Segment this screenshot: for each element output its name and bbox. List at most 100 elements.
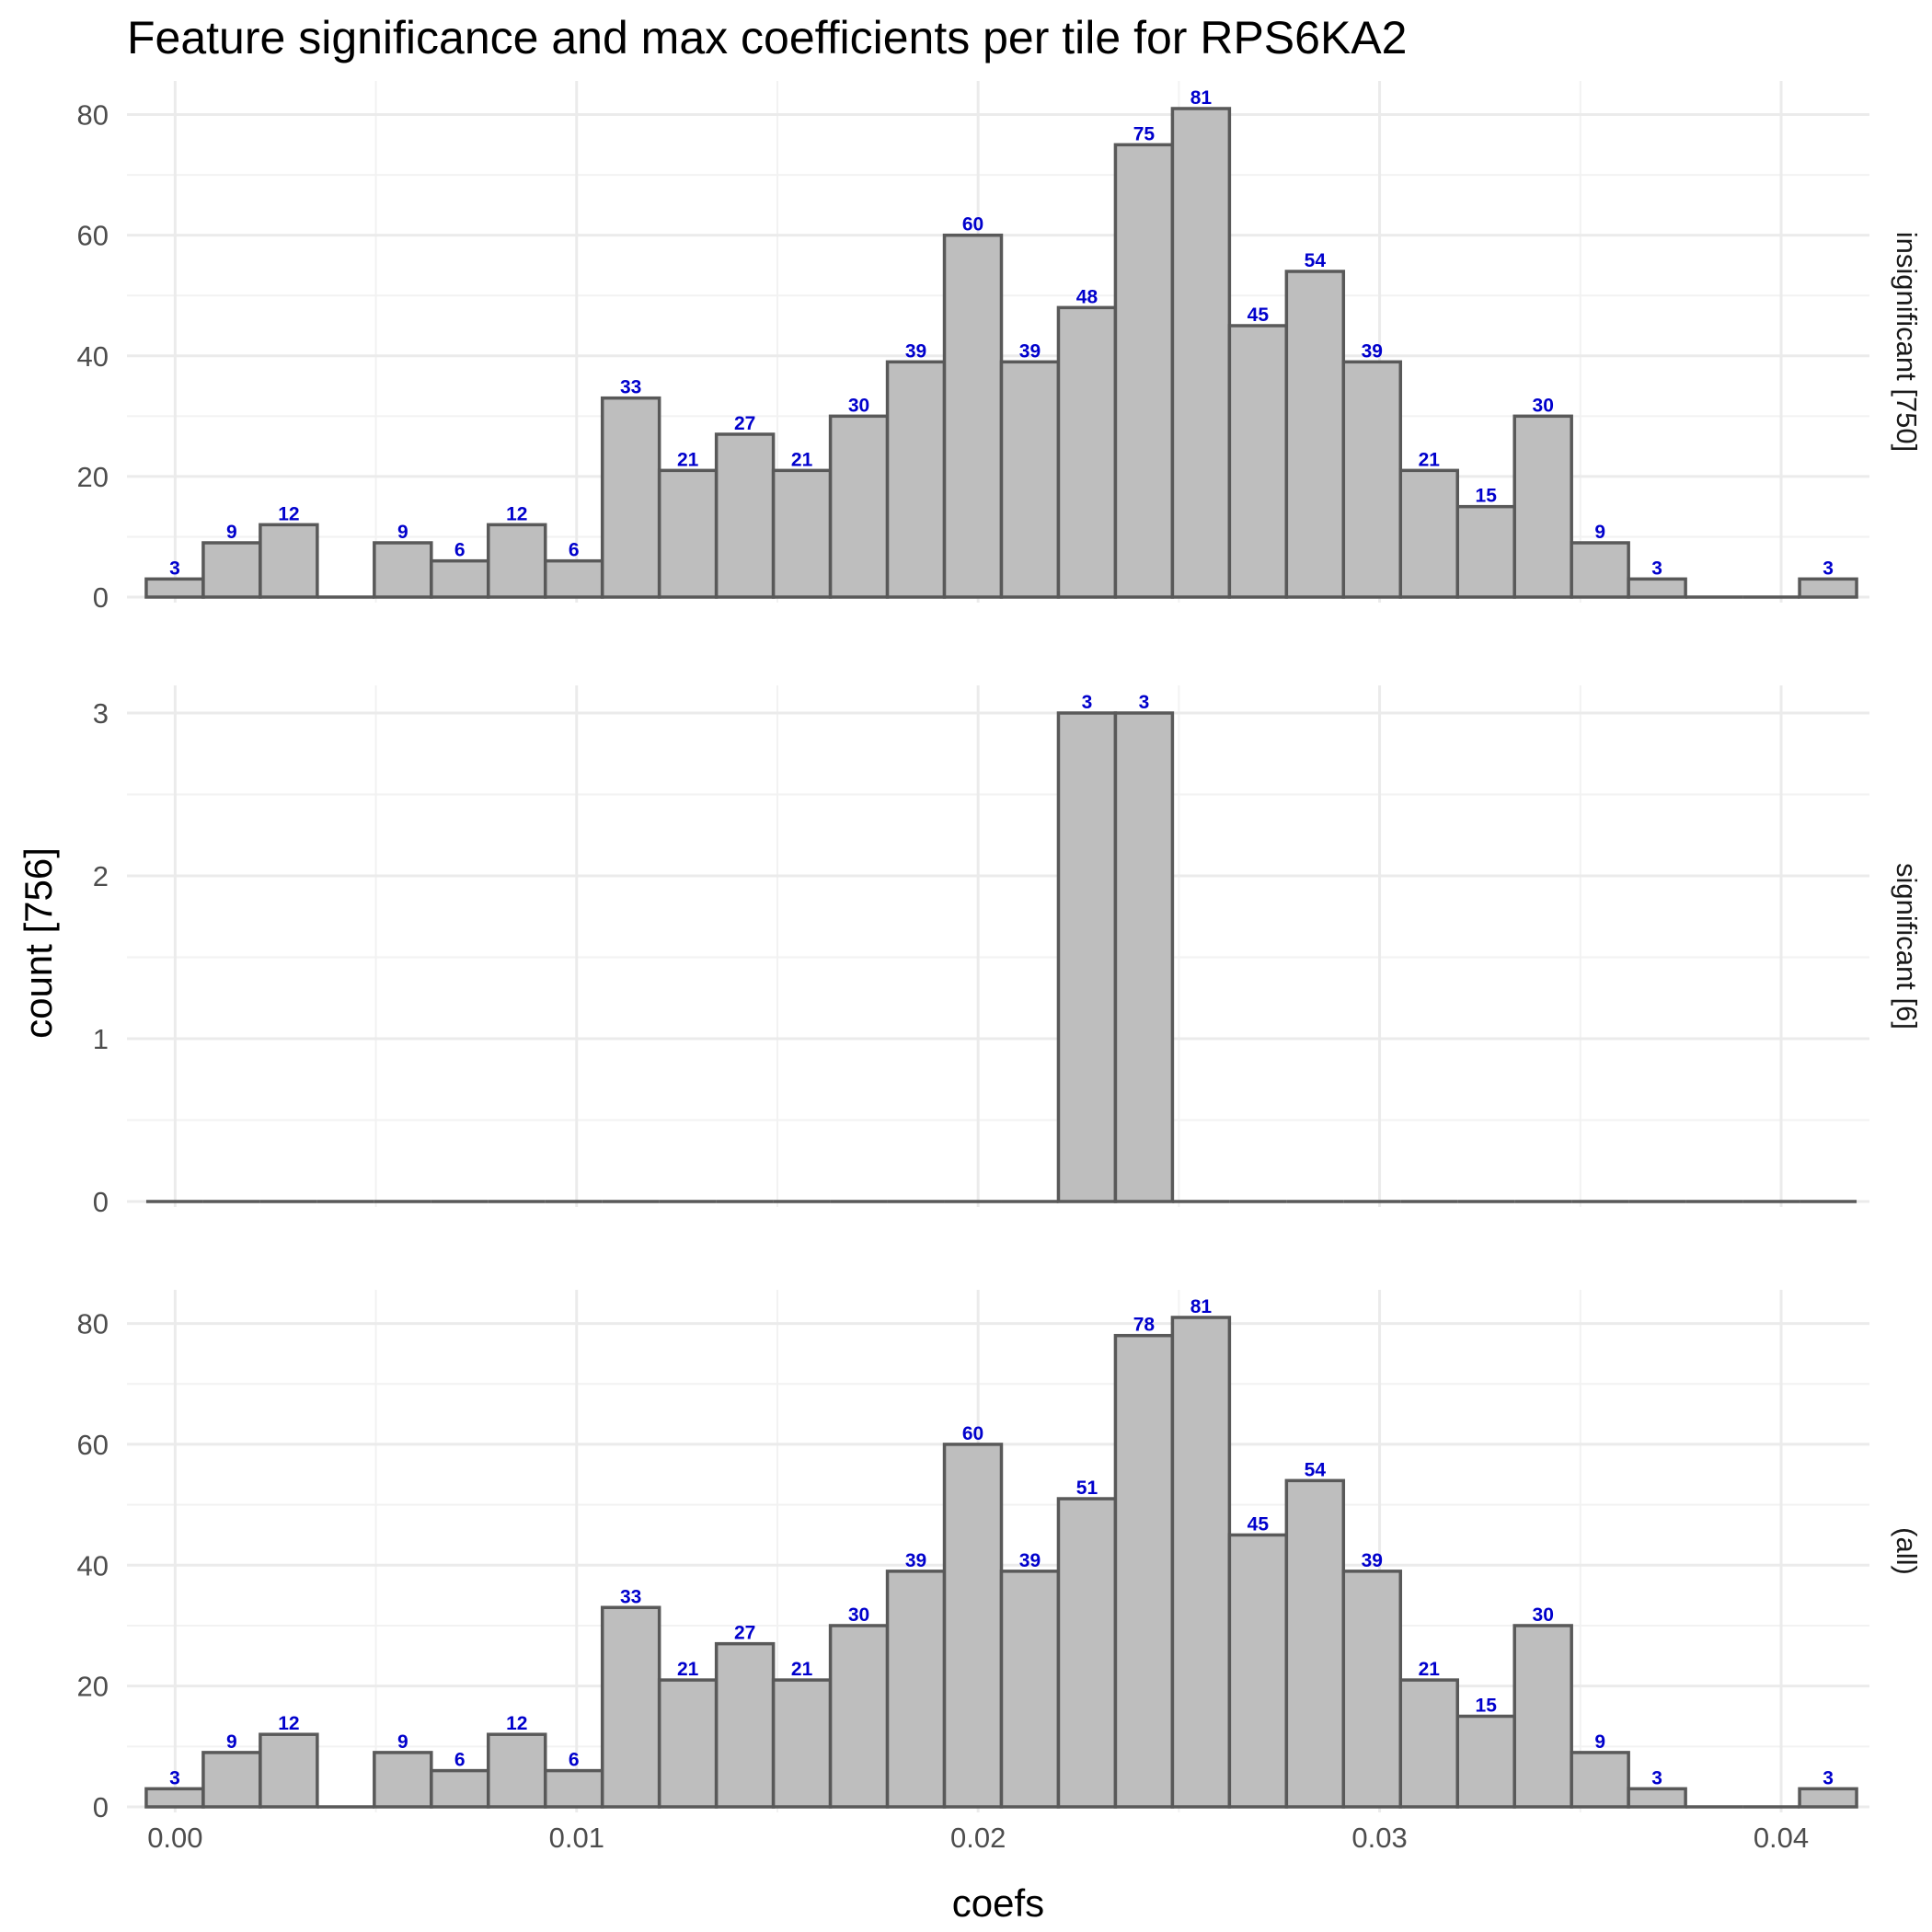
x-tick-label: 0.01 xyxy=(549,1822,604,1854)
bar-value-label: 12 xyxy=(278,1713,299,1734)
bar-value-label: 39 xyxy=(905,340,926,362)
bar-value-label: 21 xyxy=(1419,449,1441,470)
bar-value-label: 54 xyxy=(1305,250,1327,271)
bar-value-label: 51 xyxy=(1076,1478,1098,1499)
bar-value-label: 30 xyxy=(1533,395,1554,416)
histogram-bar xyxy=(1341,1570,1403,1809)
histogram-bar xyxy=(1227,324,1289,599)
histogram-bar xyxy=(430,558,490,599)
bar-value-label: 45 xyxy=(1248,305,1270,326)
bar-value-label: 12 xyxy=(278,503,299,524)
histogram-bar xyxy=(1113,1333,1175,1809)
bar-value-label: 3 xyxy=(1139,692,1150,713)
bar-value-label: 3 xyxy=(1823,1767,1834,1788)
bar-value-label: 81 xyxy=(1190,87,1213,109)
bar-value-label: 9 xyxy=(397,1731,408,1753)
bar-value-label: 81 xyxy=(1190,1296,1213,1317)
histogram-bar xyxy=(1398,468,1459,599)
histogram-bar xyxy=(600,1605,661,1809)
y-tick-label: 40 xyxy=(77,1549,109,1581)
bar-value-label: 3 xyxy=(1651,1767,1662,1788)
bar-value-label: 39 xyxy=(1019,1550,1041,1571)
y-tick-label: 3 xyxy=(93,697,109,730)
facet-strip-label: significant [6] xyxy=(1891,863,1923,1029)
histogram-bar xyxy=(714,1641,776,1809)
histogram-bar xyxy=(942,1443,1004,1809)
bar-value-label: 21 xyxy=(1419,1659,1441,1680)
bar-value-label: 21 xyxy=(677,449,699,470)
histogram-bar xyxy=(771,1678,833,1809)
histogram-bar xyxy=(1341,360,1403,599)
y-tick-label: 0 xyxy=(93,581,109,614)
histogram-bar xyxy=(657,468,719,599)
bar-value-label: 3 xyxy=(169,1767,180,1788)
histogram-bar xyxy=(1113,711,1175,1203)
bar-value-label: 3 xyxy=(1823,558,1834,579)
histogram-bar xyxy=(1570,1751,1630,1809)
histogram-bar xyxy=(259,523,319,599)
bar-value-label: 60 xyxy=(962,1423,983,1444)
bar-value-label: 9 xyxy=(1594,522,1605,543)
bar-value-label: 27 xyxy=(734,1623,755,1644)
x-axis-title: coefs xyxy=(952,1881,1044,1925)
y-tick-label: 20 xyxy=(77,1671,109,1703)
histogram-bar xyxy=(1627,577,1687,599)
histogram-bar xyxy=(543,558,604,599)
histogram-bar xyxy=(1170,107,1232,599)
x-axis: 0.00 0.01 0.02 0.03 0.04 xyxy=(147,1822,1809,1854)
histogram-bar xyxy=(1798,577,1858,599)
histogram-bar xyxy=(714,432,776,599)
facet-strip-label: insignificant [750] xyxy=(1891,232,1923,453)
y-tick-label: 80 xyxy=(77,1308,109,1340)
bar-value-label: 39 xyxy=(1362,340,1383,362)
bar-value-label: 15 xyxy=(1476,486,1498,507)
bar-value-label: 9 xyxy=(1594,1731,1605,1753)
y-tick-label: 0 xyxy=(93,1791,109,1823)
histogram-bar xyxy=(1056,711,1118,1203)
histogram-bar xyxy=(1284,1478,1346,1809)
bar-value-label: 3 xyxy=(169,558,180,579)
histogram-bar xyxy=(259,1732,319,1809)
histogram-bar xyxy=(771,468,833,599)
histogram-bar xyxy=(1227,1533,1289,1809)
histogram-bar xyxy=(1512,1624,1573,1809)
histogram-bar xyxy=(543,1768,604,1809)
x-tick-label: 0.04 xyxy=(1754,1822,1809,1854)
bar-value-label: 15 xyxy=(1476,1695,1498,1716)
bar-value-label: 21 xyxy=(677,1659,699,1680)
histogram-bar xyxy=(1512,414,1573,599)
bar-value-label: 9 xyxy=(397,522,408,543)
histogram-bar xyxy=(828,414,890,599)
bar-value-label: 12 xyxy=(506,503,527,524)
histogram-bar xyxy=(1113,143,1175,599)
bar-value-label: 3 xyxy=(1651,558,1662,579)
y-tick-label: 1 xyxy=(93,1023,109,1055)
bar-value-label: 12 xyxy=(506,1713,527,1734)
bar-value-label: 9 xyxy=(226,1731,237,1753)
histogram-bar xyxy=(1170,1316,1232,1809)
histogram-bar xyxy=(1398,1678,1459,1809)
bar-value-label: 30 xyxy=(848,395,869,416)
histogram-bar xyxy=(885,360,947,599)
bar-value-label: 30 xyxy=(848,1604,869,1626)
histogram-bar xyxy=(657,1678,719,1809)
bar-value-label: 21 xyxy=(791,1659,813,1680)
bars: 3912961263321272130396039487581455439211… xyxy=(144,87,1858,599)
y-tick-label: 40 xyxy=(77,340,109,373)
histogram-bar xyxy=(144,577,205,599)
histogram-bar xyxy=(373,1751,433,1809)
bar-value-label: 54 xyxy=(1305,1459,1327,1480)
y-tick-label: 80 xyxy=(77,99,109,132)
y-tick-label: 60 xyxy=(77,220,109,252)
facet-panel: 0204060803912961263321272130396039487581… xyxy=(77,81,1923,614)
y-tick-label: 2 xyxy=(93,860,109,892)
bar-value-label: 39 xyxy=(905,1550,926,1571)
histogram-bar xyxy=(1284,270,1346,599)
histogram-bar xyxy=(1455,1714,1516,1809)
histogram-bar xyxy=(201,1751,262,1809)
histogram-bar xyxy=(1056,1497,1118,1809)
bar-value-label: 9 xyxy=(226,522,237,543)
